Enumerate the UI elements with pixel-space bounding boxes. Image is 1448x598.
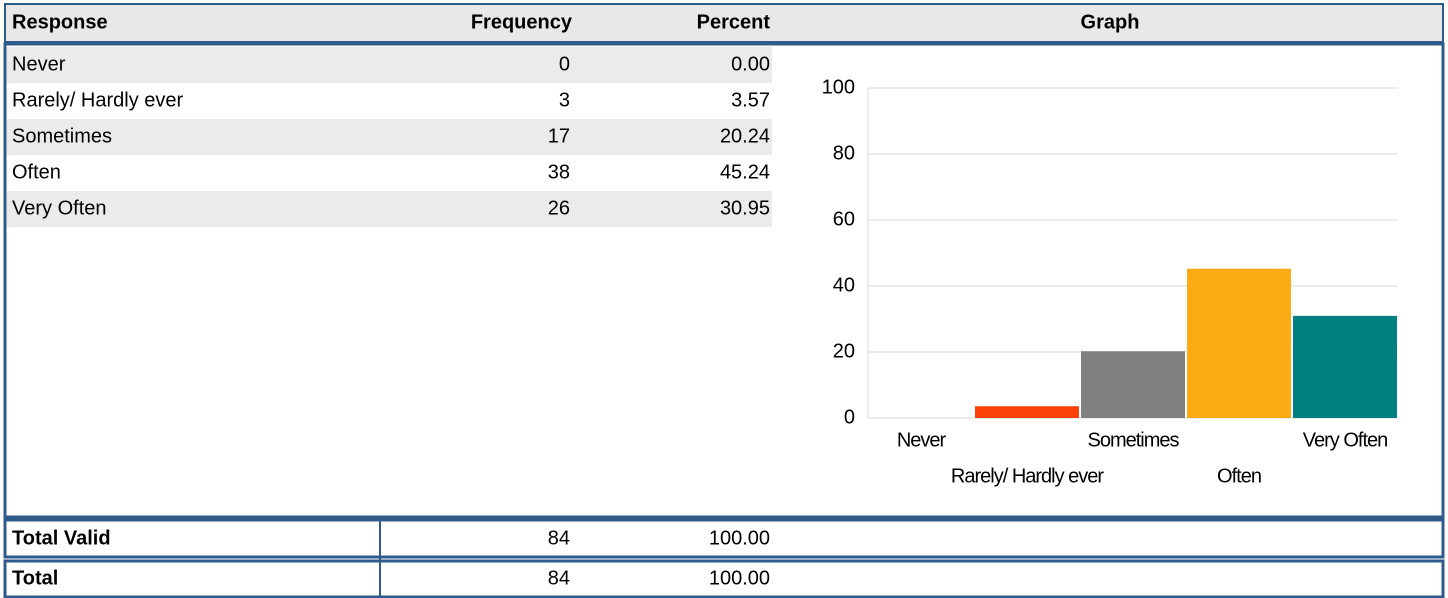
cell: 45.24 [720, 161, 770, 183]
cell: Often [12, 161, 61, 183]
body-box [3, 42, 1445, 519]
cell: Rarely/ Hardly ever [12, 89, 184, 111]
bar [1081, 351, 1185, 418]
x-tick-label: Never [897, 429, 947, 451]
cell: 0 [559, 53, 570, 75]
cell: Total [12, 567, 58, 589]
header-row [4, 3, 1444, 43]
cell: 100.00 [709, 527, 770, 549]
cell: 0.00 [731, 53, 770, 75]
x-tick-label: Very Often [1303, 429, 1388, 451]
row-bg [7, 191, 772, 227]
y-tick-label: 100 [822, 76, 855, 98]
cell: 26 [548, 197, 570, 219]
cell: 84 [548, 527, 570, 549]
header-cell: Percent [697, 11, 771, 33]
cell: 3.57 [731, 89, 770, 111]
header-cell: Response [12, 11, 108, 33]
cell: Very Often [12, 197, 107, 219]
cell: 30.95 [720, 197, 770, 219]
bar [1293, 315, 1397, 418]
y-tick-label: 80 [833, 142, 855, 164]
x-tick-label: Often [1217, 465, 1261, 487]
x-tick-label: Sometimes [1087, 429, 1179, 451]
bar [975, 406, 1079, 418]
y-tick-label: 60 [833, 208, 855, 230]
y-tick-label: 0 [844, 406, 855, 428]
row-bg [7, 47, 772, 83]
y-tick-label: 20 [833, 340, 855, 362]
bar [1187, 268, 1291, 418]
x-tick-label: Rarely/ Hardly ever [951, 465, 1105, 487]
cell: Never [12, 53, 66, 75]
row-bg [7, 119, 772, 155]
cell: 84 [548, 567, 570, 589]
y-tick-label: 40 [833, 274, 855, 296]
cell: 100.00 [709, 567, 770, 589]
header-cell: Frequency [471, 11, 573, 33]
total-box [3, 559, 1445, 598]
total-valid-box [3, 518, 1445, 559]
cell: Total Valid [12, 527, 111, 549]
cell: 38 [548, 161, 570, 183]
header-cell: Graph [1081, 11, 1140, 33]
cell: Sometimes [12, 125, 112, 147]
cell: 20.24 [720, 125, 770, 147]
cell: 3 [559, 89, 570, 111]
cell: 17 [548, 125, 570, 147]
